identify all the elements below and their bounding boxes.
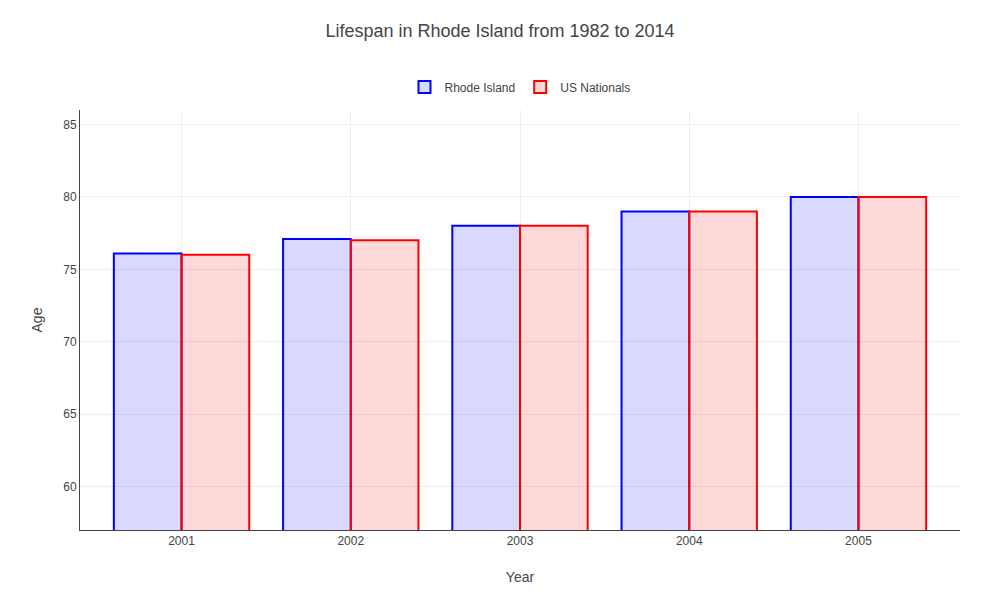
svg-text:65: 65: [63, 407, 77, 421]
svg-text:85: 85: [63, 118, 77, 132]
svg-text:Year: Year: [506, 569, 535, 585]
svg-text:2001: 2001: [168, 534, 195, 548]
svg-text:Rhode Island: Rhode Island: [445, 81, 516, 95]
svg-text:2003: 2003: [507, 534, 534, 548]
svg-text:Lifespan in Rhode Island from: Lifespan in Rhode Island from 1982 to 20…: [325, 21, 674, 41]
svg-text:2005: 2005: [845, 534, 872, 548]
svg-text:60: 60: [63, 480, 77, 494]
svg-text:80: 80: [63, 190, 77, 204]
svg-text:70: 70: [63, 335, 77, 349]
svg-text:75: 75: [63, 263, 77, 277]
svg-text:2002: 2002: [337, 534, 364, 548]
svg-text:Age: Age: [29, 307, 45, 332]
svg-text:US Nationals: US Nationals: [560, 81, 630, 95]
svg-text:2004: 2004: [676, 534, 703, 548]
